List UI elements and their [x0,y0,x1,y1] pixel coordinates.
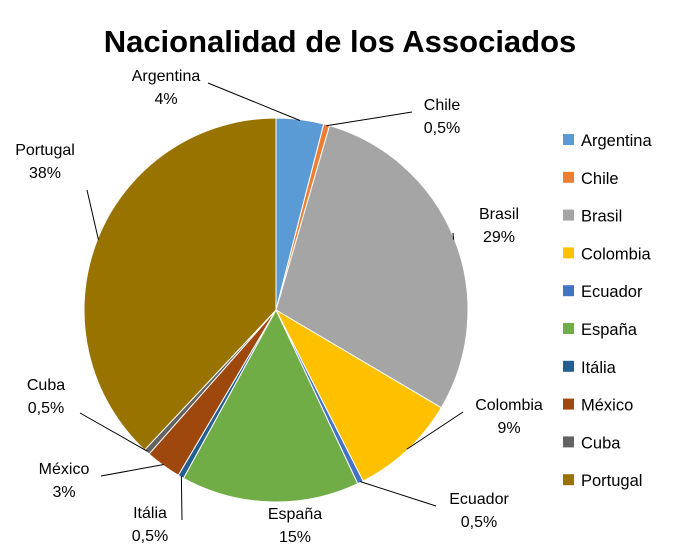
legend-swatch-cuba [563,436,574,448]
data-label-ecuador: Ecuador 0,5% [449,491,509,531]
legend-swatch-colombia [563,247,574,259]
data-labels: Argentina 4% Chile 0,5% Brasil 29% Colombia 9% E… [15,68,543,546]
legend-label-italia: Itália [581,359,617,377]
data-label-italia: Itália 0,5% [132,505,168,545]
legend-swatch-mexico [563,398,574,410]
leader-line-argentina [207,82,301,121]
leader-line-italia [180,475,183,521]
pie-slices [83,117,469,503]
legend-label-colombia: Colombia [581,245,652,263]
leader-line-chile [326,111,413,127]
leader-line-brasil [452,232,455,240]
legend-label-argentina: Argentina [581,132,652,150]
data-label-brasil: Brasil 29% [479,206,519,246]
slice-brasil [275,125,469,409]
legend-label-espana: España [581,321,638,339]
legend-swatch-italia [563,360,574,372]
legend-swatch-ecuador [563,285,574,297]
legend-label-chile: Chile [581,170,619,188]
slice-colombia [274,308,442,482]
legend-swatch-argentina [563,134,574,145]
legend-swatch-espana [563,323,574,334]
leader-line-ecuador [359,481,437,507]
legend: Argentina Chile Brasil Colombia Ecuador Españ… [563,132,652,490]
legend-label-mexico: México [581,397,633,415]
data-label-portugal: Portugal 38% [15,142,75,182]
data-label-cuba: Cuba 0,5% [27,377,65,417]
leader-line-cuba [79,412,148,452]
legend-label-brasil: Brasil [581,208,622,226]
leader-line-mexico [100,464,164,477]
legend-label-portugal: Portugal [581,472,642,490]
leader-line-colombia [406,411,464,450]
leader-lines [79,82,464,521]
chart-title: Nacionalidad de los Associados [104,24,577,59]
legend-swatch-chile [563,171,574,183]
data-label-mexico: México 3% [39,461,90,501]
data-label-espana: España 15% [268,506,322,546]
slice-portugal [83,117,277,451]
legend-label-ecuador: Ecuador [581,283,643,301]
data-label-argentina: Argentina 4% [132,68,201,108]
legend-swatch-brasil [563,209,574,221]
data-label-colombia: Colombia 9% [475,397,543,437]
slice-espana [182,308,359,503]
legend-swatch-portugal [563,474,574,486]
legend-label-cuba: Cuba [581,434,621,452]
data-label-chile: Chile 0,5% [424,97,461,137]
leader-line-portugal [86,189,99,240]
